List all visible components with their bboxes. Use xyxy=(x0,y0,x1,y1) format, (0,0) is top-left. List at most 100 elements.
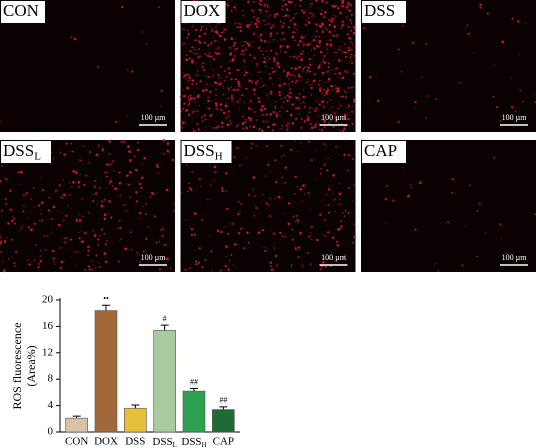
fluorescence-dot xyxy=(2,261,4,263)
y-tick-label: 4 xyxy=(48,399,54,411)
fluorescence-dot xyxy=(119,219,121,222)
fluorescence-dot xyxy=(426,95,428,97)
fluorescence-dot xyxy=(205,126,207,128)
fluorescence-dot xyxy=(141,162,144,164)
fluorescence-dot xyxy=(247,116,251,120)
fluorescence-dot xyxy=(227,88,230,91)
fluorescence-dot xyxy=(104,243,107,246)
fluorescence-dot xyxy=(402,167,404,169)
fluorescence-dot xyxy=(295,12,297,15)
fluorescence-dot xyxy=(228,60,231,63)
fluorescence-dot xyxy=(109,180,112,183)
fluorescence-dot xyxy=(407,194,411,198)
fluorescence-dot xyxy=(312,73,315,75)
fluorescence-dot xyxy=(338,192,342,196)
fluorescence-dot xyxy=(271,71,274,74)
fluorescence-dot xyxy=(196,69,199,72)
fluorescence-dot xyxy=(459,82,462,84)
fluorescence-dot xyxy=(347,169,350,172)
fluorescence-dot xyxy=(123,140,126,143)
fluorescence-dot xyxy=(274,254,277,258)
fluorescence-dot xyxy=(220,108,223,111)
fluorescence-dot xyxy=(409,183,412,186)
fluorescence-dot xyxy=(262,194,265,196)
fluorescence-dot xyxy=(225,256,227,258)
fluorescence-dot xyxy=(289,88,291,91)
fluorescence-dot xyxy=(216,48,218,50)
fluorescence-dot xyxy=(270,26,273,29)
fluorescence-dot xyxy=(255,119,258,121)
fluorescence-dot xyxy=(318,103,321,106)
fluorescence-dot xyxy=(339,203,342,206)
fluorescence-dot xyxy=(290,148,293,151)
fluorescence-dot xyxy=(335,68,337,70)
fluorescence-dot xyxy=(327,52,329,55)
fluorescence-dot xyxy=(5,237,8,239)
fluorescence-dot xyxy=(347,118,350,121)
fluorescence-dot xyxy=(303,66,306,69)
fluorescence-dot xyxy=(284,51,287,54)
fluorescence-dot xyxy=(267,92,269,94)
fluorescence-dot xyxy=(348,61,350,64)
fluorescence-dot xyxy=(271,242,273,245)
fluorescence-dot xyxy=(93,185,97,188)
fluorescence-dot xyxy=(337,7,340,10)
fluorescence-dot xyxy=(111,160,115,163)
fluorescence-dot xyxy=(328,122,330,125)
fluorescence-dot xyxy=(193,212,197,216)
fluorescence-dot xyxy=(53,260,55,262)
fluorescence-dot xyxy=(184,78,187,80)
fluorescence-dot xyxy=(91,260,94,262)
fluorescence-dot xyxy=(198,104,200,107)
fluorescence-dot xyxy=(129,231,132,234)
fluorescence-dot xyxy=(294,13,297,16)
fluorescence-dot xyxy=(210,250,213,253)
fluorescence-dot xyxy=(307,192,310,194)
fluorescence-dot xyxy=(315,0,318,2)
fluorescence-dot xyxy=(296,117,298,120)
fluorescence-dot xyxy=(213,165,217,169)
fluorescence-dot xyxy=(290,79,293,81)
fluorescence-dot xyxy=(238,85,241,88)
fluorescence-dot xyxy=(262,113,265,116)
fluorescence-dot xyxy=(315,238,319,242)
fluorescence-dot xyxy=(249,100,252,103)
fluorescence-dot xyxy=(300,36,303,39)
fluorescence-dot xyxy=(288,26,291,29)
fluorescence-dot xyxy=(241,49,244,53)
fluorescence-dot xyxy=(325,47,327,49)
label-box xyxy=(362,141,406,163)
fluorescence-dot xyxy=(135,191,138,194)
fluorescence-dot xyxy=(100,204,104,208)
fluorescence-dot xyxy=(192,130,196,133)
fluorescence-dot xyxy=(60,247,62,249)
error-bar xyxy=(219,406,228,410)
fluorescence-dot xyxy=(259,8,262,12)
fluorescence-dot xyxy=(287,78,290,80)
fluorescence-dot xyxy=(102,147,104,150)
fluorescence-dot xyxy=(240,52,243,55)
fluorescence-dot xyxy=(215,88,217,90)
fluorescence-dot xyxy=(319,267,323,271)
fluorescence-dot xyxy=(331,236,335,239)
fluorescence-dot xyxy=(318,115,321,117)
fluorescence-dot xyxy=(142,250,145,253)
fluorescence-dot xyxy=(27,217,29,219)
fluorescence-dot xyxy=(78,251,80,253)
fluorescence-dot xyxy=(263,60,267,64)
fluorescence-dot xyxy=(369,76,372,79)
fluorescence-dot xyxy=(346,71,349,74)
fluorescence-dot xyxy=(120,238,123,240)
fluorescence-dot xyxy=(352,157,354,160)
fluorescence-dot xyxy=(64,237,67,240)
fluorescence-dot xyxy=(236,146,240,149)
y-axis-label: (Area%) xyxy=(24,345,38,386)
fluorescence-dot xyxy=(294,140,296,142)
fluorescence-dot xyxy=(89,151,92,154)
fluorescence-dot xyxy=(10,219,14,223)
fluorescence-dot xyxy=(318,122,320,125)
fluorescence-dot xyxy=(233,48,237,51)
fluorescence-dot xyxy=(259,49,262,52)
fluorescence-dot xyxy=(320,22,323,25)
fluorescence-dot xyxy=(306,69,309,72)
